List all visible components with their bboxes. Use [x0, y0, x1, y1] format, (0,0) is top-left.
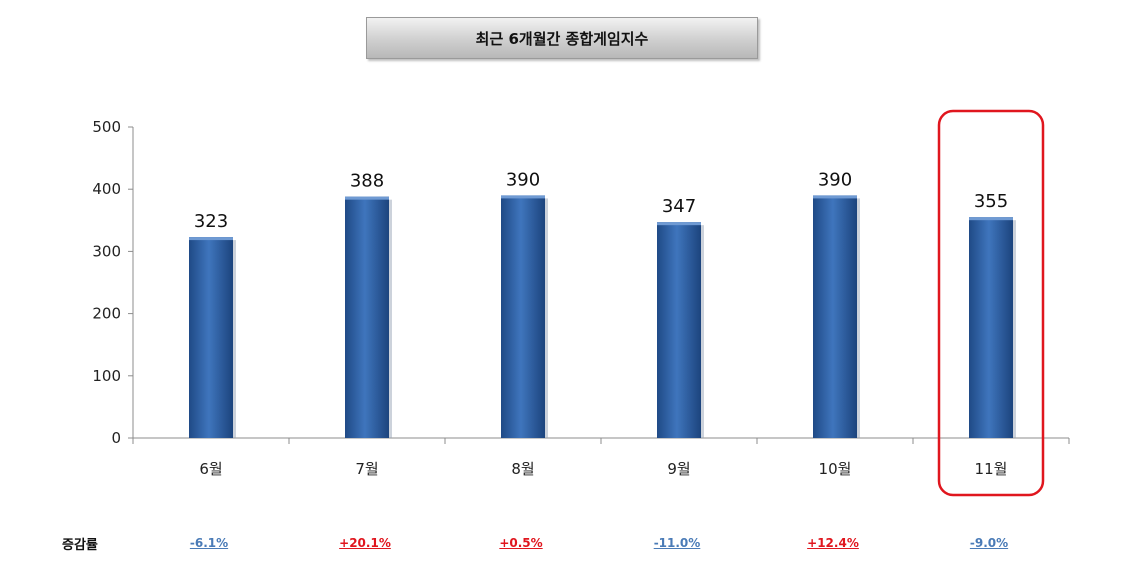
x-tick-label: 10월 — [819, 460, 852, 478]
y-tick-label: 400 — [92, 180, 121, 198]
data-label: 390 — [818, 169, 852, 190]
x-tick-label: 8월 — [511, 460, 534, 478]
bar-top-highlight — [969, 217, 1013, 221]
bar — [969, 217, 1013, 438]
data-label: 355 — [974, 191, 1008, 212]
y-tick-label: 200 — [92, 305, 121, 323]
data-label: 323 — [194, 211, 228, 232]
data-label: 388 — [350, 171, 384, 192]
y-tick-label: 300 — [92, 242, 121, 260]
x-tick-label: 11월 — [975, 460, 1008, 478]
bar — [189, 237, 233, 438]
change-rate-value: +0.5% — [499, 536, 543, 550]
change-rate-value: -6.1% — [189, 536, 229, 550]
bar-top-highlight — [501, 195, 545, 199]
bar-top-highlight — [189, 237, 233, 241]
y-tick-label: 100 — [92, 367, 121, 385]
bar — [501, 195, 545, 438]
bar-top-highlight — [657, 222, 701, 226]
change-rate-value: +20.1% — [339, 536, 391, 550]
bar — [813, 195, 857, 438]
bar-top-highlight — [345, 196, 389, 200]
x-tick-label: 9월 — [667, 460, 690, 478]
change-rate-value: -11.0% — [653, 536, 701, 550]
y-tick-label: 500 — [92, 118, 121, 136]
x-tick-label: 6월 — [199, 460, 222, 478]
data-label: 390 — [506, 169, 540, 190]
chart-title: 최근 6개월간 종합게임지수 — [366, 17, 758, 59]
change-rate-value: +12.4% — [807, 536, 859, 550]
y-tick-label: 0 — [111, 429, 121, 447]
bar-top-highlight — [813, 195, 857, 199]
highlight-frame — [937, 109, 1045, 497]
x-tick-label: 7월 — [355, 460, 378, 478]
change-rate-value: -9.0% — [969, 536, 1009, 550]
bar — [345, 196, 389, 438]
bar — [657, 222, 701, 438]
data-label: 347 — [662, 196, 696, 217]
change-rate-label: 증감률 — [62, 538, 98, 553]
